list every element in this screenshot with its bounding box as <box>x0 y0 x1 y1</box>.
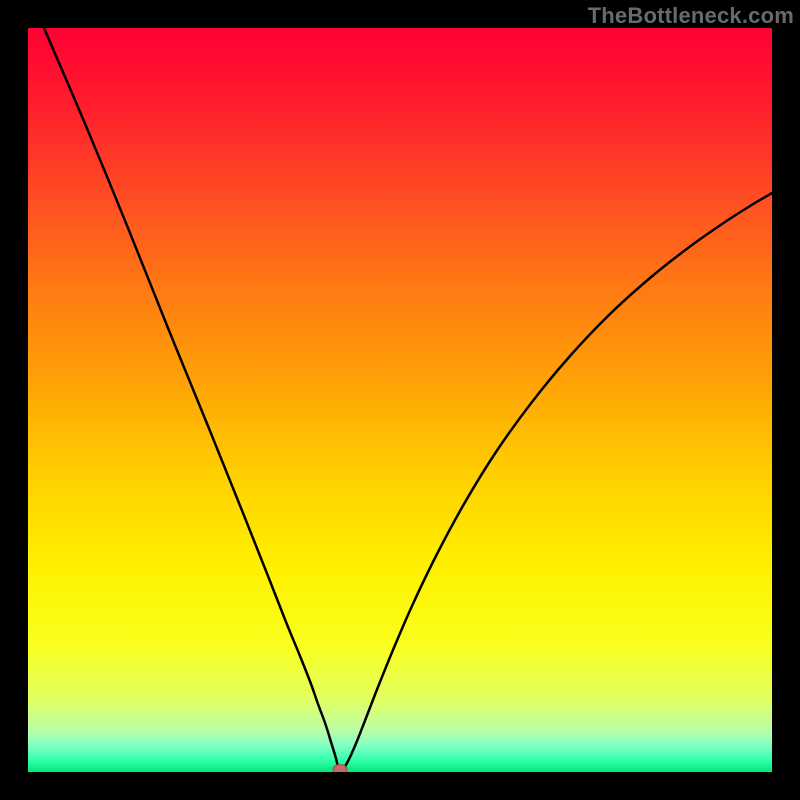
bottleneck-curve <box>28 28 772 772</box>
minimum-marker <box>333 765 347 773</box>
plot-area <box>28 28 772 772</box>
chart-frame: TheBottleneck.com <box>0 0 800 800</box>
watermark-text: TheBottleneck.com <box>588 3 794 29</box>
